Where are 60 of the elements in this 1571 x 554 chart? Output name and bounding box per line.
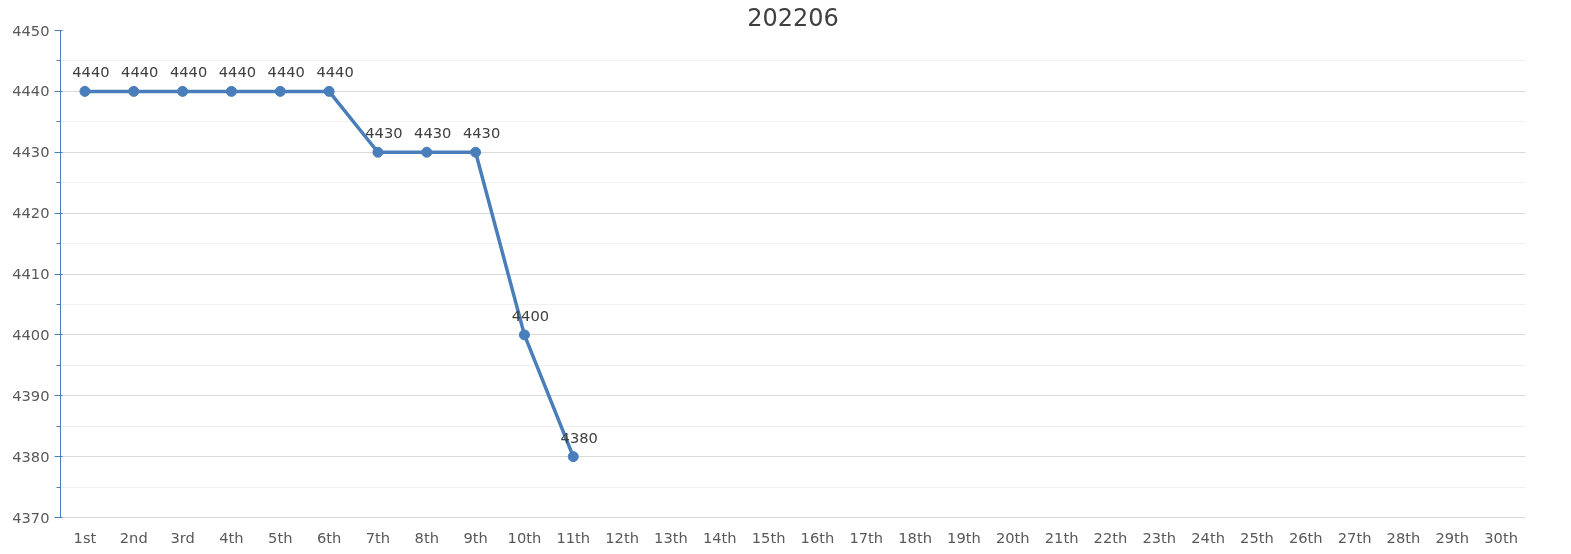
- x-tick-label: 29th: [1435, 528, 1470, 546]
- y-tick-label: 4410: [12, 265, 50, 282]
- x-tick-label: 17th: [849, 528, 884, 546]
- data-label: 4430: [462, 124, 501, 142]
- x-tick-label: 15th: [751, 528, 786, 546]
- x-tick-label: 8th: [414, 528, 439, 546]
- y-tick-label: 4400: [12, 325, 50, 343]
- x-tick-label: 14th: [702, 528, 737, 546]
- x-tick-label: 2nd: [119, 528, 148, 546]
- point: [421, 146, 433, 158]
- x-tick-label: 18th: [898, 528, 932, 546]
- data-label: 4440: [218, 63, 257, 81]
- point: [470, 146, 482, 158]
- point: [323, 85, 335, 97]
- x-tick-label: 11th: [556, 528, 591, 546]
- x-tick-label: 6th: [316, 528, 342, 546]
- x-tick-label: 10th: [507, 528, 542, 546]
- point: [567, 451, 579, 463]
- x-tick-label: 22th: [1093, 528, 1128, 546]
- x-tick-label: 20th: [995, 528, 1030, 546]
- x-tick-label: 25th: [1240, 528, 1274, 546]
- y-tick-label: 4450: [12, 21, 50, 39]
- point: [225, 85, 237, 97]
- point: [128, 85, 140, 97]
- x-tick-label: 28th: [1386, 528, 1421, 546]
- y-tick-label: 4370: [12, 508, 50, 526]
- x-tick-label: 3rd: [170, 528, 195, 546]
- x-tick-label: 26th: [1288, 528, 1323, 546]
- data-label: 4430: [414, 124, 452, 142]
- y-tick-label: 4380: [12, 447, 50, 465]
- point: [372, 146, 384, 158]
- data-label: 4440: [169, 63, 208, 81]
- x-tick-label: 4th: [219, 528, 244, 546]
- y-tick-label: 4430: [12, 143, 50, 161]
- x-tick-label: 7th: [365, 528, 391, 546]
- x-tick-label: 23th: [1142, 528, 1177, 546]
- data-label: 4430: [365, 124, 403, 142]
- y-tick-label: 4440: [12, 82, 50, 100]
- chart-title: 202206: [747, 3, 839, 32]
- x-tick-label: 1st: [73, 528, 97, 546]
- x-tick-label: 9th: [463, 528, 488, 546]
- y-tick-label: 4420: [12, 204, 50, 222]
- x-tick-label: 30th: [1484, 528, 1518, 546]
- data-label: 4440: [121, 63, 159, 81]
- x-tick-label: 12th: [605, 528, 639, 546]
- x-tick-label: 5th: [268, 528, 293, 546]
- data-label: 4440: [267, 63, 305, 81]
- x-tick-label: 21th: [1044, 528, 1079, 546]
- x-tick-label: 27th: [1337, 528, 1372, 546]
- data-label: 4440: [316, 63, 354, 81]
- y-tick-label: 4390: [12, 386, 50, 404]
- data-label: 4440: [72, 63, 110, 81]
- x-tick-label: 13th: [654, 528, 688, 546]
- point: [177, 85, 189, 97]
- x-tick-label: 16th: [800, 528, 835, 546]
- point: [518, 329, 530, 341]
- x-tick-label: 19th: [947, 528, 981, 546]
- x-tick-label: 24th: [1191, 528, 1225, 546]
- point: [274, 85, 286, 97]
- point: [79, 85, 91, 97]
